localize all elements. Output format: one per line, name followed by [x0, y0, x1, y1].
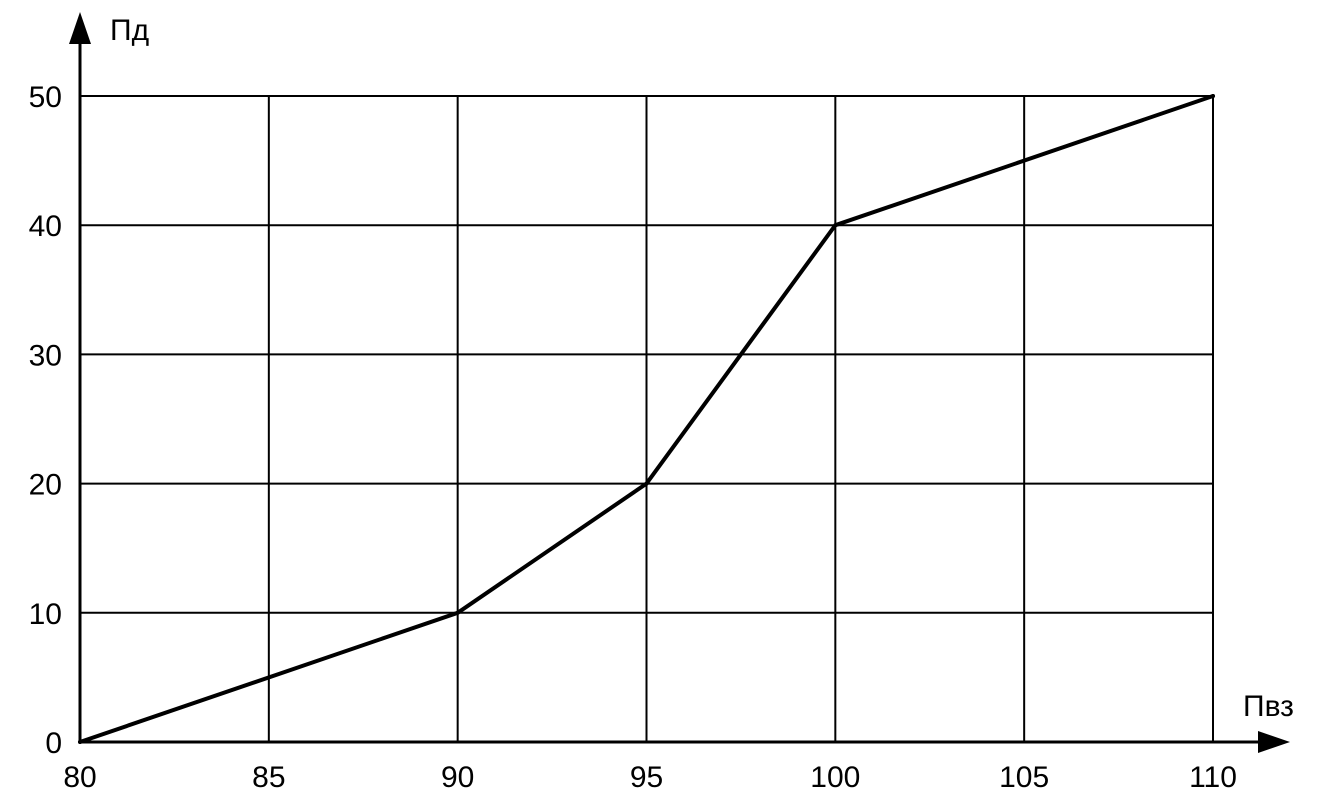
- y-tick-label: 30: [29, 339, 62, 372]
- x-tick-label: 100: [810, 761, 860, 794]
- y-tick-label: 10: [29, 598, 62, 631]
- x-axis-arrow-icon: [1258, 731, 1290, 753]
- tick-labels: 80 85 90 95 100 105 110 0 10 20 30 40 50: [29, 81, 1237, 794]
- y-axis-arrow-icon: [69, 12, 91, 44]
- data-point: [833, 223, 838, 228]
- series: [78, 94, 1215, 744]
- y-tick-label: 40: [29, 210, 62, 243]
- data-point: [644, 481, 649, 486]
- x-tick-label: 80: [63, 761, 96, 794]
- x-tick-label: 90: [441, 761, 474, 794]
- x-tick-label: 85: [252, 761, 285, 794]
- y-tick-label: 0: [45, 727, 62, 760]
- x-tick-label: 105: [999, 761, 1049, 794]
- y-tick-label: 50: [29, 81, 62, 114]
- data-point: [1211, 94, 1215, 98]
- x-tick-label: 110: [1189, 761, 1237, 794]
- data-point: [455, 610, 460, 615]
- grid: [80, 95, 1214, 742]
- data-point: [78, 740, 82, 744]
- y-axis-title: Пд: [110, 14, 149, 47]
- axes: [69, 12, 1290, 753]
- x-axis-title: Пвз: [1243, 690, 1294, 723]
- x-tick-label: 95: [630, 761, 663, 794]
- y-tick-label: 20: [29, 469, 62, 502]
